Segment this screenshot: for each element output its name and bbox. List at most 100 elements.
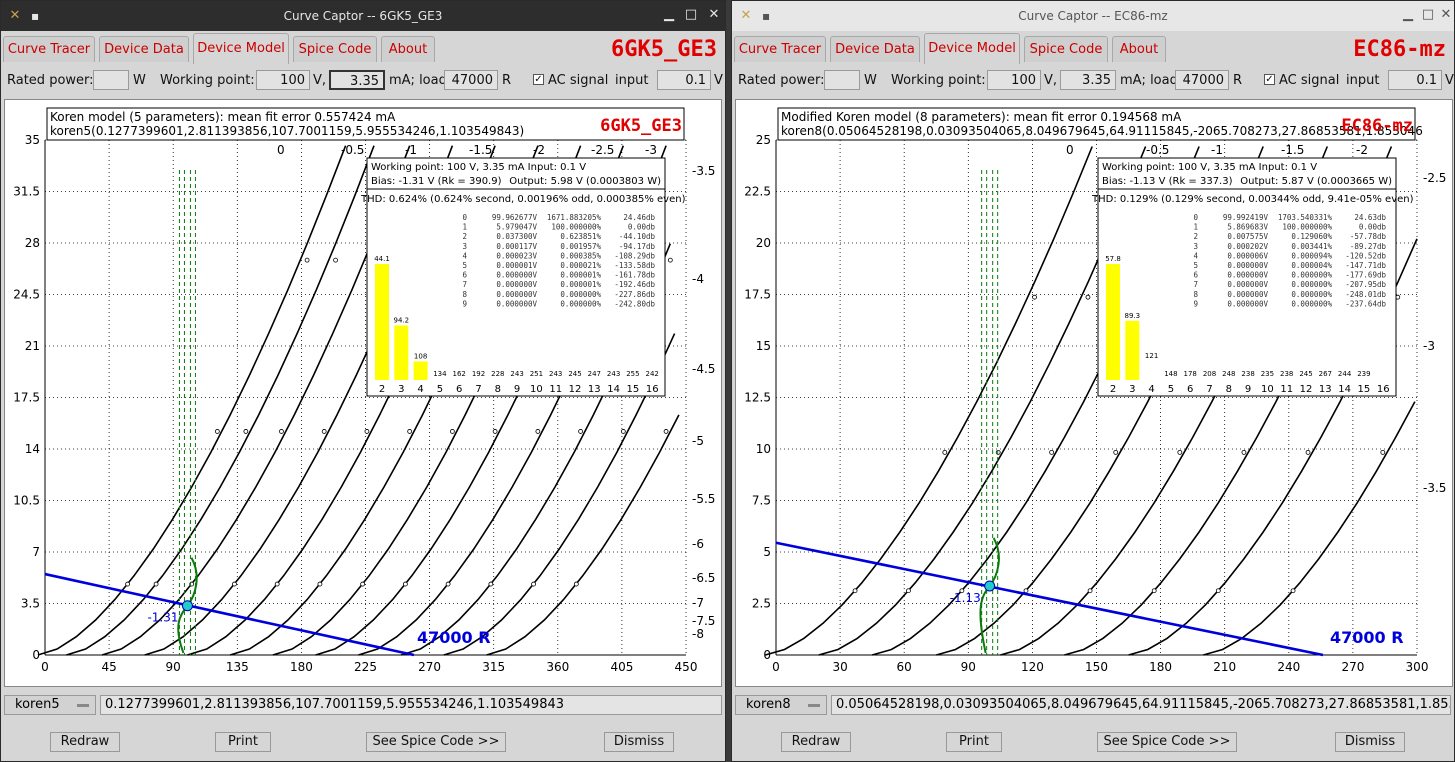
- harmonic-index: 9: [462, 299, 467, 308]
- harmonic-percent: 0.000000%: [1291, 280, 1332, 289]
- dismiss-button[interactable]: Dismiss: [604, 732, 674, 752]
- harmonic-voltage: 0.000117V: [496, 242, 537, 251]
- harmonic-percent: 1671.883205%: [547, 213, 602, 222]
- harmonic-voltage: 0.000000V: [1227, 290, 1268, 299]
- ac-signal-checkbox[interactable]: ✓: [533, 74, 544, 85]
- inset-thd: THD: 0.624% (0.624% second, 0.00196% odd…: [360, 194, 686, 205]
- watt-unit: W: [864, 73, 877, 88]
- plot-canvas[interactable]: 0 30 60 90 120 150 180 210 240 270 30002.557.51012…: [736, 100, 1452, 686]
- minimize-icon[interactable]: ▁: [1403, 7, 1413, 22]
- bias-label-right: -3.5: [1423, 481, 1446, 495]
- window-menu-icon[interactable]: ▪: [31, 9, 40, 23]
- harmonic-bar: [1125, 320, 1140, 380]
- harmonic-percent: 100.000000%: [551, 223, 601, 232]
- harmonic-db: -192.46db: [614, 280, 655, 289]
- harmonic-bar-label: 267: [1319, 370, 1332, 378]
- harmonic-bar-label: 238: [1280, 370, 1293, 378]
- inset-output: Output: 5.87 V (0.0003665 W): [1240, 176, 1392, 187]
- current-input[interactable]: 3.35: [329, 70, 385, 90]
- model-selector[interactable]: koren8: [735, 695, 827, 715]
- harmonic-percent: 0.129060%: [1291, 232, 1332, 241]
- measured-point: [942, 449, 948, 455]
- characteristic-plot[interactable]: 0 45 90 135 180 225 270 315 360 405 450 0 3.5 7 10.5 14…: [4, 99, 722, 687]
- tab-curve-tracer[interactable]: Curve Tracer: [734, 36, 826, 62]
- rated-power-input[interactable]: [824, 70, 860, 90]
- maximize-icon[interactable]: □: [684, 7, 698, 22]
- close-icon[interactable]: ✕: [708, 7, 720, 22]
- harmonic-bar-label: 238: [1241, 370, 1254, 378]
- x-tick-label: 360: [546, 660, 569, 674]
- rated-power-input[interactable]: [93, 70, 129, 90]
- title-bar[interactable]: ✕ ▪ Curve Captor -- 6GK5_GE3 ▁ □ ✕: [1, 1, 725, 31]
- bias-label-right: -7: [692, 596, 704, 610]
- close-icon[interactable]: ✕: [1440, 7, 1452, 22]
- model-selector[interactable]: koren5: [4, 695, 96, 715]
- voltage-input[interactable]: 100: [256, 70, 310, 90]
- maximize-icon[interactable]: □: [1421, 7, 1435, 22]
- ohm-unit: R: [1233, 73, 1243, 88]
- harmonic-number: 12: [1300, 384, 1313, 395]
- title-bar[interactable]: ✕ ▪ Curve Captor -- EC86-mz ▁ □ ✕: [732, 1, 1454, 31]
- see-spice-code-button[interactable]: See Spice Code >>: [366, 732, 506, 752]
- characteristic-plot[interactable]: 0 30 60 90 120 150 180 210 240 270 300 0 2.5 5 7.5 10 12…: [735, 99, 1453, 687]
- harmonic-voltage: 0.000202V: [1227, 242, 1268, 251]
- y-tick-label: 35: [25, 133, 40, 147]
- x-tick-label: 180: [1149, 660, 1172, 674]
- print-button[interactable]: Print: [215, 732, 271, 752]
- y-tick-label: 10.5: [13, 494, 40, 508]
- measured-point: [1305, 449, 1311, 455]
- bias-label-top: -0.5: [1146, 143, 1169, 157]
- model-params-input[interactable]: 0.1277399601,2.811393856,107.7001159,5.9…: [100, 695, 722, 715]
- harmonic-bar-label: 134: [433, 370, 447, 378]
- harmonic-number: 16: [1377, 384, 1390, 395]
- print-button[interactable]: Print: [946, 732, 1002, 752]
- harmonic-bar-label: 208: [1203, 370, 1216, 378]
- watt-unit: W: [133, 73, 146, 88]
- minimize-icon[interactable]: ▁: [664, 7, 674, 22]
- harmonic-percent: 0.000001%: [560, 280, 601, 289]
- redraw-button[interactable]: Redraw: [781, 732, 851, 752]
- y-tick-label: 25: [756, 133, 771, 147]
- tab-spice-code[interactable]: Spice Code: [1024, 36, 1108, 62]
- tab-about[interactable]: About: [381, 36, 435, 62]
- load-input[interactable]: 47000: [444, 70, 498, 90]
- load-input[interactable]: 47000: [1175, 70, 1229, 90]
- dismiss-button[interactable]: Dismiss: [1335, 732, 1405, 752]
- plot-canvas[interactable]: 0 45 90 135 180 225 270 315 360 405 45003.5710.514…: [5, 100, 721, 686]
- device-name: EC86-mz: [1353, 37, 1446, 62]
- measured-point: [402, 581, 408, 587]
- x-tick-label: 450: [675, 660, 698, 674]
- bias-value-label: -1.31: [147, 611, 178, 625]
- ac-signal-checkbox[interactable]: ✓: [1264, 74, 1275, 85]
- harmonic-voltage: 99.992419V: [1223, 213, 1269, 222]
- window-menu-icon[interactable]: ▪: [762, 9, 771, 23]
- tab-spice-code[interactable]: Spice Code: [293, 36, 377, 62]
- measured-point: [1032, 294, 1037, 300]
- model-params-input[interactable]: 0.05064528198,0.03093504065,8.049679645,…: [831, 695, 1451, 715]
- harmonic-index: 3: [462, 242, 467, 251]
- tab-device-model[interactable]: Device Model: [193, 33, 289, 64]
- measured-point: [1085, 294, 1091, 300]
- measured-point: [578, 429, 583, 434]
- window-title: Curve Captor -- EC86-mz: [1018, 9, 1168, 23]
- harmonic-number: 3: [398, 384, 404, 395]
- harmonic-number: 6: [456, 384, 462, 395]
- app-icon: ✕: [740, 8, 752, 23]
- tab-about[interactable]: About: [1112, 36, 1166, 62]
- harmonic-percent: 0.003441%: [1291, 242, 1332, 251]
- tab-device-data[interactable]: Device Data: [99, 36, 189, 62]
- harmonic-index: 0: [1193, 213, 1198, 222]
- characteristic-curve: [443, 333, 676, 656]
- tab-device-data[interactable]: Device Data: [830, 36, 920, 62]
- harmonic-bar-label: 244: [1338, 370, 1352, 378]
- input-voltage-input[interactable]: 0.1: [657, 70, 711, 90]
- harmonic-db: -207.95db: [1345, 280, 1386, 289]
- measured-point: [1113, 449, 1119, 455]
- tab-device-model[interactable]: Device Model: [924, 33, 1020, 64]
- voltage-input[interactable]: 100: [987, 70, 1041, 90]
- input-voltage-input[interactable]: 0.1: [1388, 70, 1442, 90]
- tab-curve-tracer[interactable]: Curve Tracer: [3, 36, 95, 62]
- current-input[interactable]: 3.35: [1060, 70, 1116, 90]
- redraw-button[interactable]: Redraw: [50, 732, 120, 752]
- see-spice-code-button[interactable]: See Spice Code >>: [1097, 732, 1237, 752]
